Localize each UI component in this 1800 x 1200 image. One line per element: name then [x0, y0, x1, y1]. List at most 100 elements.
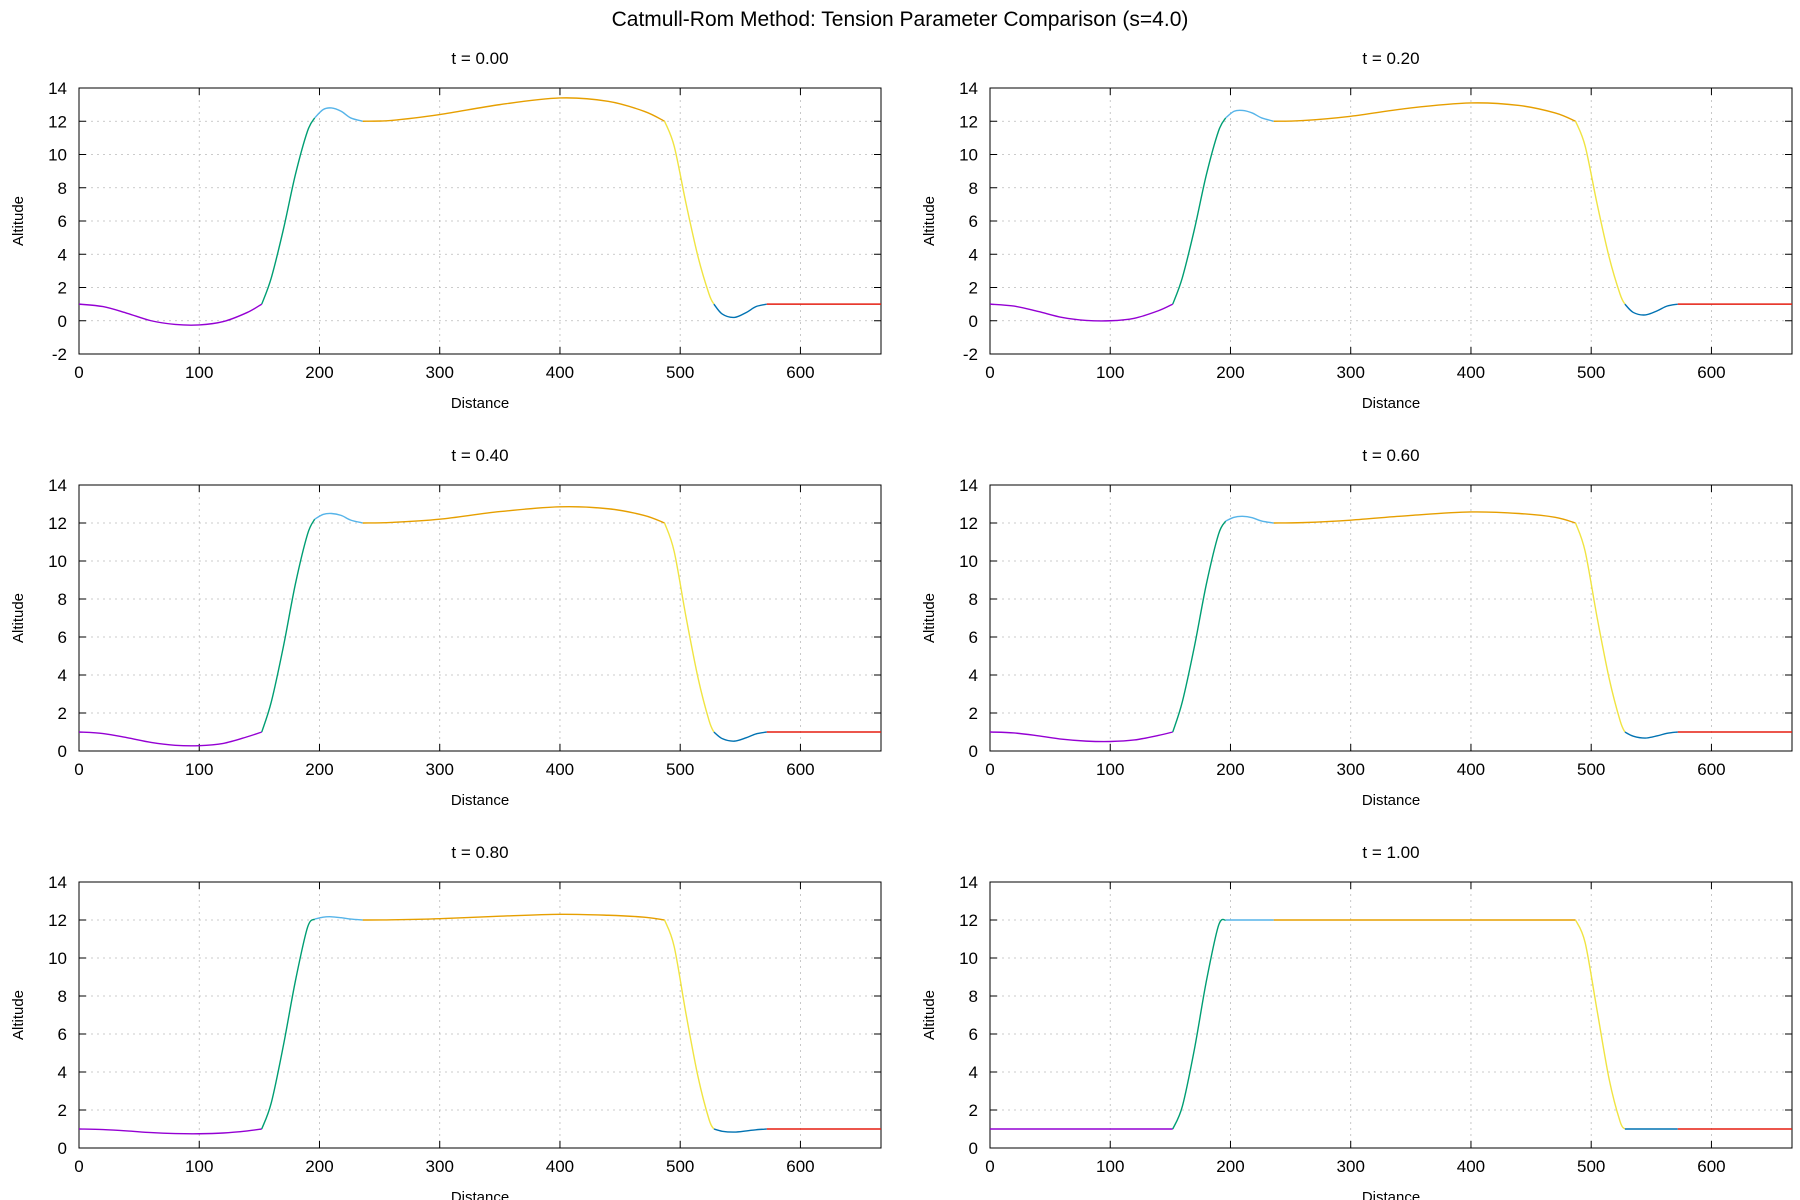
y-tick-label: 6 [58, 1025, 67, 1044]
y-tick-label: 14 [48, 873, 67, 892]
y-tick-label: 0 [58, 1139, 67, 1158]
y-tick-label: 0 [969, 312, 978, 331]
subplot-title: t = 0.60 [1362, 446, 1419, 465]
x-tick-label: 400 [546, 363, 574, 382]
y-axis-label: Altitude [10, 196, 27, 246]
x-tick-label: 600 [786, 760, 814, 779]
y-tick-label: 4 [58, 245, 67, 264]
series-line-2 [1225, 515, 1274, 524]
x-tick-label: 600 [786, 363, 814, 382]
x-tick-label: 200 [305, 1157, 333, 1176]
y-tick-label: 10 [48, 552, 67, 571]
y-tick-label: 4 [58, 666, 67, 685]
series-line-3 [1273, 511, 1576, 524]
subplot-title: t = 0.40 [451, 446, 508, 465]
y-tick-label: 0 [58, 312, 67, 331]
x-tick-label: 500 [666, 760, 694, 779]
subplot-title: t = 1.00 [1362, 843, 1419, 862]
x-tick-label: 600 [1697, 1157, 1725, 1176]
y-tick-label: 12 [959, 514, 978, 533]
x-tick-label: 500 [666, 363, 694, 382]
plot-frame [989, 484, 1793, 752]
y-tick-label: -2 [963, 345, 978, 364]
x-tick-label: 0 [985, 1157, 994, 1176]
x-axis-label: Distance [1362, 792, 1420, 809]
y-tick-label: 14 [959, 79, 978, 98]
y-tick-label: 2 [969, 279, 978, 298]
series-line-2 [314, 512, 363, 524]
y-tick-label: 2 [969, 1101, 978, 1120]
series-line-5 [713, 731, 767, 742]
series-line-3 [362, 506, 665, 524]
series-line-5 [1624, 731, 1678, 739]
x-tick-label: 0 [74, 760, 83, 779]
x-tick-label: 500 [1577, 760, 1605, 779]
series-line-3 [362, 913, 665, 921]
y-tick-label: 4 [58, 1063, 67, 1082]
chart-panel-2: 0 100 200 300 400 500 600 0 2 4 6 8 10 12 14 t = 0.40 Di… [10, 446, 882, 809]
series-line-3 [1273, 102, 1576, 122]
x-tick-label: 0 [74, 1157, 83, 1176]
x-tick-label: 200 [1216, 760, 1244, 779]
x-tick-label: 100 [185, 760, 213, 779]
subplot-title: t = 0.20 [1362, 49, 1419, 68]
series-line-0 [990, 731, 1173, 743]
y-tick-label: 10 [48, 146, 67, 165]
y-tick-label: 2 [58, 704, 67, 723]
x-tick-label: 200 [1216, 1157, 1244, 1176]
series-line-1 [261, 518, 316, 733]
plot-frame [989, 881, 1793, 1149]
series-line-5 [713, 303, 767, 319]
y-tick-label: 14 [959, 476, 978, 495]
y-tick-label: 6 [969, 212, 978, 231]
y-tick-label: 14 [48, 79, 67, 98]
y-axis-label: Altitude [10, 593, 27, 643]
y-tick-label: 10 [48, 949, 67, 968]
x-tick-label: 100 [1096, 1157, 1124, 1176]
x-tick-label: 400 [546, 760, 574, 779]
y-tick-label: 10 [959, 552, 978, 571]
series-line-5 [713, 1128, 767, 1133]
series-line-2 [314, 916, 363, 921]
figure-title: Catmull-Rom Method: Tension Parameter Co… [611, 8, 1189, 31]
x-axis-label: Distance [451, 1189, 509, 1200]
series-line-0 [79, 303, 263, 326]
y-tick-label: 0 [969, 1139, 978, 1158]
x-axis-label: Distance [451, 395, 509, 412]
series-line-1 [1172, 520, 1227, 733]
y-tick-label: 10 [959, 146, 978, 165]
x-tick-label: 500 [666, 1157, 694, 1176]
series-line-4 [663, 522, 715, 733]
x-tick-label: 100 [1096, 760, 1124, 779]
y-tick-label: 2 [58, 1101, 67, 1120]
chart-panel-3: 0 100 200 300 400 500 600 0 2 4 6 8 10 12 14 t = 0.60 Di… [921, 446, 1793, 809]
x-tick-label: 300 [426, 363, 454, 382]
series-line-3 [362, 97, 665, 122]
x-tick-label: 600 [1697, 760, 1725, 779]
y-tick-label: -2 [52, 345, 67, 364]
y-tick-label: 6 [969, 1025, 978, 1044]
x-axis-label: Distance [451, 792, 509, 809]
x-tick-label: 600 [786, 1157, 814, 1176]
y-tick-label: 4 [969, 666, 978, 685]
series-line-1 [1172, 117, 1227, 305]
x-tick-label: 500 [1577, 363, 1605, 382]
y-axis-label: Altitude [921, 196, 938, 246]
series-line-0 [990, 303, 1174, 322]
series-line-1 [261, 117, 316, 305]
y-tick-label: 8 [58, 179, 67, 198]
plot-frame [78, 484, 882, 752]
chart-panel-1: 0 100 200 300 400 500 600 -2 0 2 4 6 8 10 12 14 t = 0.20… [921, 49, 1793, 412]
subplot-title: t = 0.80 [451, 843, 508, 862]
x-tick-label: 100 [1096, 363, 1124, 382]
series-line-4 [663, 120, 715, 305]
x-tick-label: 200 [305, 363, 333, 382]
x-tick-label: 0 [985, 363, 994, 382]
series-line-5 [1624, 303, 1678, 316]
x-tick-label: 400 [1457, 760, 1485, 779]
chart-panel-5: 0 100 200 300 400 500 600 0 2 4 6 8 10 12 14 t = 1.00 Di… [921, 843, 1793, 1200]
y-tick-label: 8 [969, 179, 978, 198]
y-axis-label: Altitude [10, 990, 27, 1040]
series-line-1 [261, 918, 316, 1130]
